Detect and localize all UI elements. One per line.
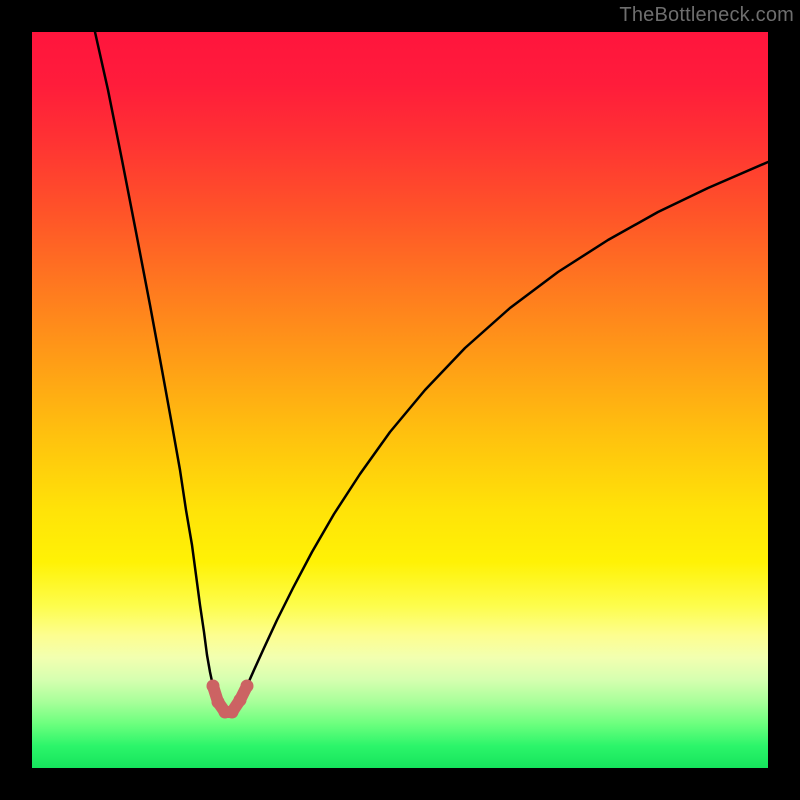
chart-svg	[0, 0, 800, 800]
optimum-dot	[234, 694, 247, 707]
optimum-dot	[241, 680, 254, 693]
optimum-dot	[226, 706, 239, 719]
watermark-text: TheBottleneck.com	[619, 4, 794, 27]
plot-area	[32, 32, 768, 768]
chart-stage: TheBottleneck.com	[0, 0, 800, 800]
optimum-dot	[207, 680, 220, 693]
